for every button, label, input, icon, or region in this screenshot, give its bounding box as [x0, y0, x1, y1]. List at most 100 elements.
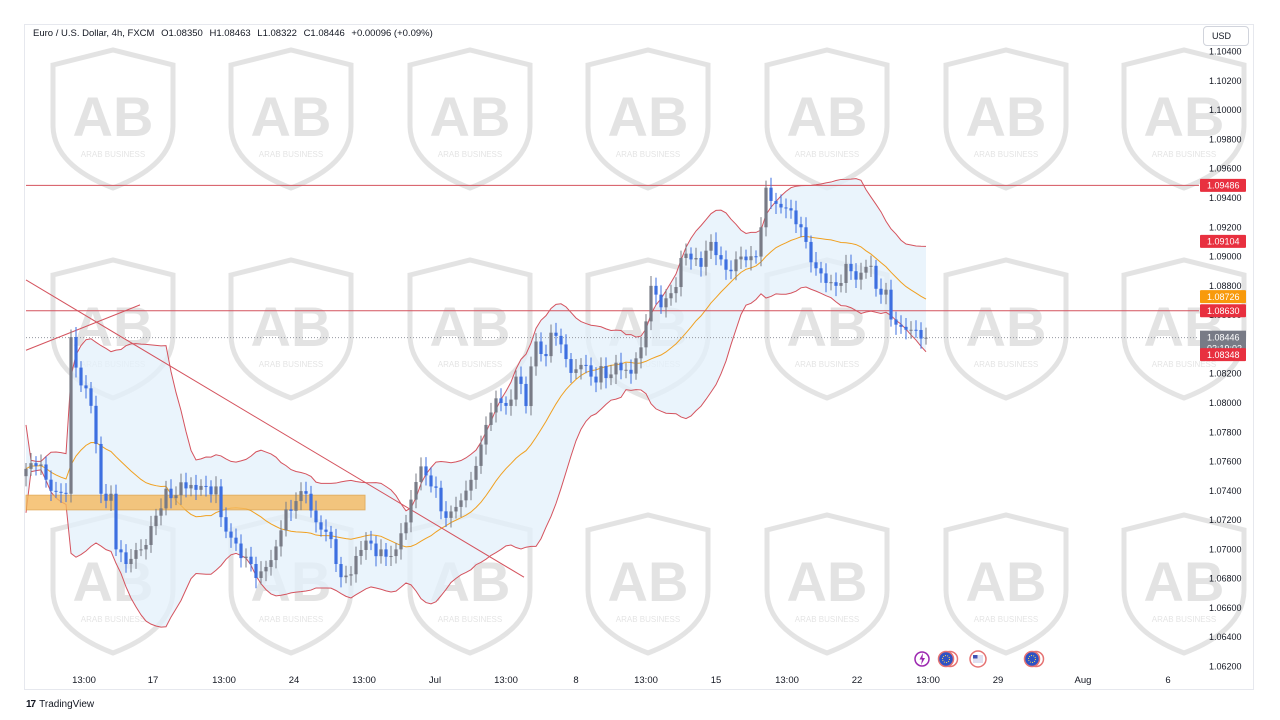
candle [159, 498, 163, 526]
candle [804, 217, 808, 249]
trendline[interactable] [25, 279, 525, 578]
candle-body [844, 263, 848, 283]
candle-body [649, 285, 653, 322]
time-axis[interactable]: 13:00 17 13:00 24 13:00 Jul 13:00 8 13:00 15 13:00… [72, 675, 1171, 686]
candle [499, 388, 503, 412]
watermark-monogram: AB [608, 85, 689, 148]
candle [739, 246, 743, 269]
candle [424, 457, 428, 486]
candle [849, 254, 853, 280]
watermark-monogram: AB [1144, 550, 1225, 613]
candle-body [829, 282, 833, 284]
eu-flag-icon[interactable] [1023, 650, 1045, 668]
candle [329, 525, 333, 549]
candle [449, 505, 453, 528]
candle-body [49, 479, 53, 491]
candle-body [719, 255, 723, 260]
candle-body [779, 203, 783, 208]
candle [844, 254, 848, 293]
candle-body [924, 337, 928, 339]
candle [629, 359, 633, 384]
candle-body [184, 482, 188, 489]
candle [44, 456, 48, 488]
candle [799, 216, 803, 238]
currency-selector[interactable]: USD [1203, 26, 1249, 46]
candle-body [754, 256, 758, 258]
price-tick-label: 1.09000 [1209, 252, 1242, 262]
candle-body [194, 484, 198, 490]
candle [74, 327, 78, 378]
price-tick-label: 1.10000 [1209, 105, 1242, 115]
price-tick-label: 1.09200 [1209, 222, 1242, 232]
candle [764, 180, 768, 237]
resistance-price-tag: 1.09486 [1200, 178, 1246, 192]
time-tick-label: 17 [148, 675, 159, 686]
candle-body [464, 490, 468, 501]
candle-body [459, 500, 463, 507]
ohlc-high: H1.08463 [209, 28, 251, 39]
eu-flag-icon[interactable] [937, 650, 959, 668]
candle-body [544, 353, 548, 357]
candle [479, 435, 483, 474]
candle [294, 492, 298, 519]
watermark-shield-outline [1121, 512, 1247, 656]
candle-body [334, 539, 338, 565]
candle-body [494, 398, 498, 413]
candle [839, 274, 843, 293]
candle-body [619, 362, 623, 371]
candle-body [229, 531, 233, 538]
candle-body [764, 187, 768, 228]
candle [574, 359, 578, 380]
price-tick-label: 1.06400 [1209, 632, 1242, 642]
candle-body [219, 486, 223, 518]
candle-body [94, 405, 98, 444]
watermark-text: ARAB BUSINESS [974, 615, 1038, 624]
watermark-monogram: AB [787, 85, 868, 148]
trendline-short[interactable] [25, 304, 141, 351]
candle [189, 477, 193, 497]
eu-flag-stars [1028, 655, 1036, 663]
candle [314, 500, 318, 533]
candle-body [389, 556, 393, 558]
watermark-shield-outline [943, 47, 1069, 191]
time-tick-label: 15 [711, 675, 722, 686]
candle-body [39, 464, 43, 466]
candle [789, 199, 793, 219]
candle [614, 354, 618, 385]
watermark-text: ARAB BUSINESS [259, 615, 323, 624]
candle-body [714, 241, 718, 256]
watermark-shield-outline [407, 512, 533, 656]
candle-body [519, 376, 523, 384]
footer[interactable]: 17 TradingView [26, 699, 94, 710]
economic-events[interactable] [914, 650, 1045, 668]
watermark-monogram: AB [1144, 85, 1225, 148]
candle [354, 546, 358, 583]
price-tick-label: 1.09600 [1209, 164, 1242, 174]
watermark-text: ARAB BUSINESS [616, 615, 680, 624]
time-tick-label: Jul [429, 675, 441, 686]
lightning-icon[interactable] [914, 651, 930, 667]
candle-body [624, 369, 628, 371]
candle-body [854, 271, 858, 280]
candle-body [749, 256, 753, 261]
candle [689, 247, 693, 270]
candle [584, 354, 588, 374]
time-tick-label: Aug [1075, 675, 1092, 686]
price-tick-label: 1.10200 [1209, 76, 1242, 86]
watermark-monogram: AB [251, 85, 332, 148]
candle [884, 282, 888, 305]
candle [394, 542, 398, 564]
watermark-text: ARAB BUSINESS [974, 360, 1038, 369]
us-flag-icon[interactable] [969, 650, 987, 668]
candle [489, 402, 493, 432]
candle-body [664, 298, 668, 308]
resistance-price-tag-bg [1200, 178, 1246, 192]
candle [624, 363, 628, 379]
candle-body [149, 526, 153, 545]
eu-flag-ring [937, 650, 955, 668]
candle [549, 324, 553, 363]
watermark-shield-outline [764, 257, 890, 401]
candle-body [579, 364, 583, 370]
candle-body [474, 465, 478, 480]
